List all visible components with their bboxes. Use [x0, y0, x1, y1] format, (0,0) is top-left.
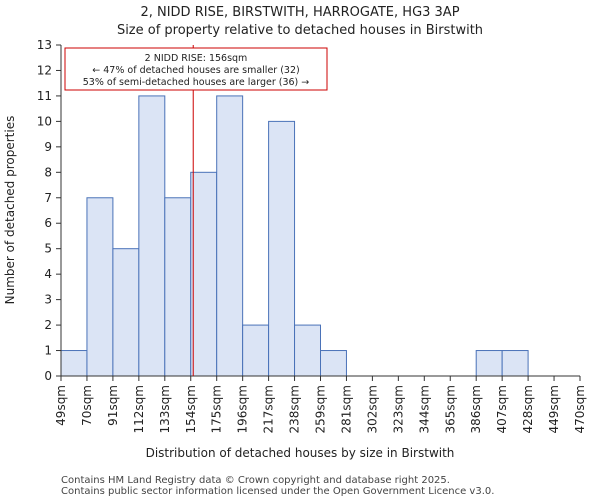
annotation-title: 2 NIDD RISE: 156sqm [145, 53, 248, 64]
x-tick-label-365sqm: 365sqm [443, 385, 457, 433]
x-tick-label-112sqm: 112sqm [132, 385, 146, 433]
annotation-box: 2 NIDD RISE: 156sqm ← 47% of detached ho… [64, 47, 328, 91]
bar-133sqm [164, 197, 192, 377]
y-tick-label-12: 12 [37, 63, 52, 77]
footer-line-1: Contains HM Land Registry data © Crown c… [61, 475, 450, 486]
y-tick-label-6: 6 [44, 216, 52, 230]
bar-49sqm [60, 350, 88, 377]
chart-subtitle: Size of property relative to detached ho… [117, 23, 483, 38]
x-tick-label-217sqm: 217sqm [262, 385, 276, 433]
bar-196sqm [242, 324, 270, 377]
bar-154sqm [190, 171, 218, 377]
x-ticks-group: 49sqm 70sqm 91sqm 112sqm 133sqm 154sqm 175sqm 1… [54, 375, 587, 433]
x-tick-label-344sqm: 344sqm [417, 385, 431, 433]
footer-line-2: Contains public sector information licen… [61, 486, 494, 497]
bar-407sqm [501, 350, 529, 377]
x-tick-label-49sqm: 49sqm [54, 385, 68, 426]
y-tick-label-9: 9 [44, 140, 52, 154]
y-tick-label-3: 3 [44, 293, 52, 307]
y-tick-label-10: 10 [37, 114, 52, 128]
x-tick-label-238sqm: 238sqm [288, 385, 302, 433]
x-tick-label-175sqm: 175sqm [210, 385, 224, 433]
bar-70sqm [86, 197, 114, 377]
y-tick-label-4: 4 [44, 267, 52, 281]
y-tick-label-7: 7 [44, 191, 52, 205]
annotation-frame [64, 47, 328, 91]
y-tick-label-1: 1 [44, 344, 52, 358]
y-axis-label: Number of detached properties [3, 116, 17, 305]
chart-title: 2, NIDD RISE, BIRSTWITH, HARROGATE, HG3 … [140, 5, 459, 20]
y-tick-label-0: 0 [44, 369, 52, 383]
bar-386sqm [475, 350, 503, 377]
bar-217sqm [268, 120, 296, 377]
x-tick-label-407sqm: 407sqm [495, 385, 509, 433]
x-tick-label-133sqm: 133sqm [158, 385, 172, 433]
x-tick-label-154sqm: 154sqm [184, 385, 198, 433]
x-tick-label-91sqm: 91sqm [106, 385, 120, 426]
bar-175sqm [216, 95, 244, 377]
annotation-smaller: ← 47% of detached houses are smaller (32… [92, 65, 299, 76]
y-tick-label-5: 5 [44, 242, 52, 256]
x-tick-label-302sqm: 302sqm [365, 385, 379, 433]
x-tick-label-323sqm: 323sqm [391, 385, 405, 433]
y-tick-label-13: 13 [37, 38, 52, 52]
y-tick-label-11: 11 [37, 89, 52, 103]
annotation-larger: 53% of semi-detached houses are larger (… [83, 77, 310, 88]
x-tick-label-196sqm: 196sqm [236, 385, 250, 433]
x-tick-label-428sqm: 428sqm [521, 385, 535, 433]
bars-group [60, 95, 529, 377]
bar-259sqm [320, 350, 347, 377]
x-tick-label-470sqm: 470sqm [573, 385, 587, 433]
x-tick-label-281sqm: 281sqm [339, 385, 353, 433]
x-tick-label-449sqm: 449sqm [547, 385, 561, 433]
bar-112sqm [138, 95, 166, 377]
y-tick-label-2: 2 [44, 318, 52, 332]
x-tick-label-70sqm: 70sqm [80, 385, 94, 426]
bar-238sqm [294, 324, 321, 377]
y-tick-label-8: 8 [44, 165, 52, 179]
x-axis-label: Distribution of detached houses by size … [146, 446, 455, 460]
bar-91sqm [112, 248, 140, 377]
x-tick-label-386sqm: 386sqm [469, 385, 483, 433]
x-tick-label-259sqm: 259sqm [314, 385, 328, 433]
